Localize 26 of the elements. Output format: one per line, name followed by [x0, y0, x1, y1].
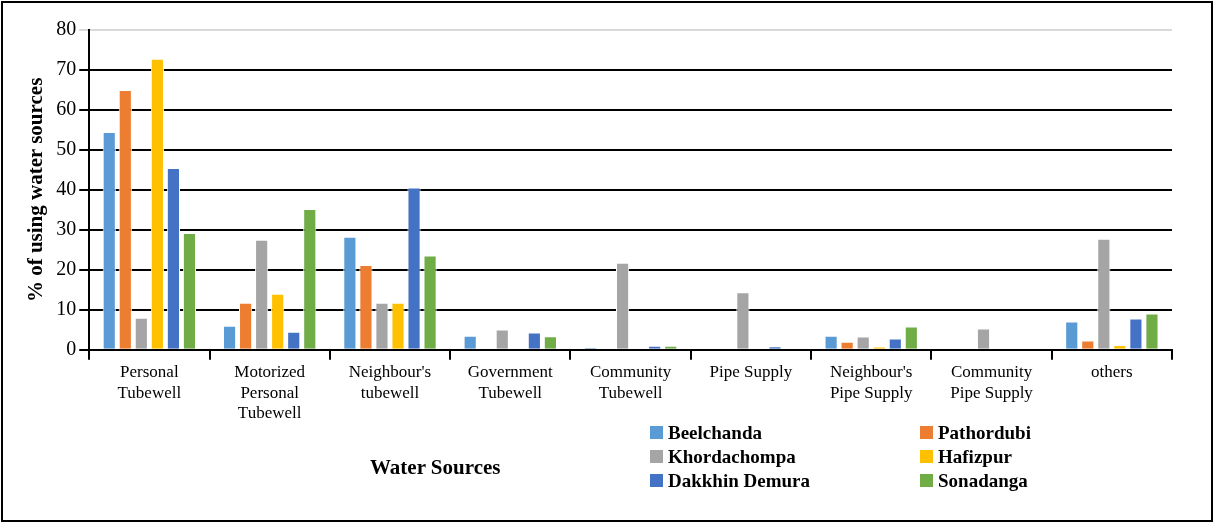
y-tick-label: 80	[56, 17, 77, 40]
x-axis-title: Water Sources	[370, 454, 501, 480]
y-axis-title: % of using water sources	[23, 77, 48, 303]
x-tick-label: Community Tubewell	[589, 362, 672, 402]
x-tick-label: Motorized Personal Tubewell	[234, 362, 306, 423]
legend-label: Pathordubi	[937, 421, 1032, 444]
legend-label: Beelchanda	[667, 421, 763, 444]
legend-label: Khordachompa	[667, 445, 797, 468]
x-tick-label: Government Tubewell	[467, 362, 554, 402]
y-tick-label: 10	[56, 297, 77, 320]
x-tick-label: Neighbour's Pipe Supply	[829, 362, 914, 402]
y-tick-label: 40	[56, 177, 77, 200]
x-tick-label: others	[1091, 362, 1133, 382]
y-tick-label: 30	[56, 217, 77, 240]
x-tick-label: Neighbour's tubewell	[348, 362, 432, 402]
x-tick-label: Personal Tubewell	[117, 362, 182, 402]
y-tick-label: 0	[66, 337, 77, 360]
legend-label: Sonadanga	[937, 469, 1029, 492]
y-tick-label: 50	[56, 137, 77, 160]
y-tick-label: 60	[56, 97, 77, 120]
x-tick-label: Pipe Supply	[709, 362, 793, 382]
y-tick-label: 70	[56, 57, 77, 80]
legend-label: Dakkhin Demura	[667, 469, 811, 492]
x-tick-label: Community Pipe Supply	[950, 362, 1034, 402]
legend-label: Hafizpur	[937, 445, 1013, 468]
y-tick-label: 20	[56, 257, 77, 280]
